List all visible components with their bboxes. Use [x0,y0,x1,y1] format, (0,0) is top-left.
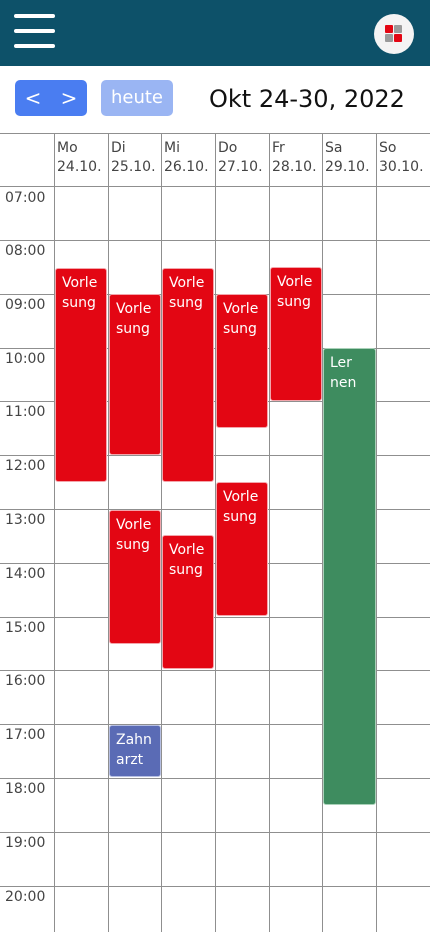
next-week-button[interactable]: > [60,86,78,110]
day-header[interactable]: Di 25.10. [111,139,156,177]
hour-label: 13:00 [5,512,46,528]
calendar-event[interactable]: Ler nen [323,348,376,805]
hour-label: 19:00 [5,835,46,851]
day-date: 30.10. [379,159,424,175]
day-name: Fr [272,140,285,156]
event-title-line: sung [223,321,257,337]
grid-line [215,133,216,932]
event-title-line: Vorle [223,301,259,317]
event-title-line: Vorle [62,275,98,291]
day-date: 25.10. [111,159,156,175]
event-title-line: Vorle [116,517,152,533]
menu-bar [14,14,55,18]
day-header[interactable]: Do 27.10. [218,139,263,177]
grid-line [54,133,55,932]
event-title-line: sung [116,537,150,553]
previous-week-button[interactable]: < [24,86,42,110]
calendar-event[interactable]: Vorle sung [162,268,214,482]
hour-label: 18:00 [5,781,46,797]
week-calendar-grid: Mo 24.10. Di 25.10. Mi 26.10. Do 27.10. … [0,133,430,932]
app-grid-square [385,34,393,42]
day-date: 26.10. [164,159,209,175]
calendar-event[interactable]: Vorle sung [216,482,268,616]
event-title-line: sung [169,295,203,311]
event-title-line: sung [62,295,96,311]
menu-bar [14,29,55,33]
day-date: 27.10. [218,159,263,175]
event-title-line: nen [330,375,357,391]
grid-line [108,133,109,932]
app-grid-square [394,34,402,42]
event-title-line: Vorle [116,301,152,317]
event-title-line: Vorle [223,489,259,505]
day-name: Sa [325,140,343,156]
hour-label: 10:00 [5,351,46,367]
day-header[interactable]: Sa 29.10. [325,139,370,177]
menu-bar [14,44,55,48]
day-name: Di [111,140,126,156]
day-header[interactable]: Mo 24.10. [57,139,102,177]
event-title-line: Ler [330,355,352,371]
calendar-event[interactable]: Vorle sung [162,535,214,669]
day-date: 29.10. [325,159,370,175]
app-grid-square [385,25,393,33]
grid-line [161,133,162,932]
hour-label: 11:00 [5,404,46,420]
day-header[interactable]: Mi 26.10. [164,139,209,177]
event-title-line: Vorle [169,542,205,558]
hour-label: 09:00 [5,297,46,313]
hamburger-menu-icon[interactable] [14,14,56,50]
week-range-title: Okt 24-30, 2022 [209,85,405,113]
hour-label: 07:00 [5,190,46,206]
hour-label: 12:00 [5,458,46,474]
hour-label: 08:00 [5,243,46,259]
calendar-event[interactable]: Zahn arzt [109,725,161,777]
hour-label: 20:00 [5,889,46,905]
event-title-line: Vorle [277,274,313,290]
calendar-event[interactable]: Vorle sung [55,268,107,482]
day-name: So [379,140,397,156]
calendar-event[interactable]: Vorle sung [109,294,161,455]
hour-label: 16:00 [5,673,46,689]
calendar-event[interactable]: Vorle sung [270,267,322,401]
event-title-line: Vorle [169,275,205,291]
hour-label: 14:00 [5,566,46,582]
event-title-line: arzt [116,752,144,768]
day-date: 24.10. [57,159,102,175]
day-name: Do [218,140,238,156]
event-title-line: sung [169,562,203,578]
grid-line [322,133,323,932]
day-name: Mo [57,140,78,156]
event-title-line: sung [116,321,150,337]
event-title-line: sung [277,294,311,310]
hour-label: 15:00 [5,620,46,636]
event-title-line: sung [223,509,257,525]
calendar-event[interactable]: Vorle sung [216,294,268,428]
app-grid-square [394,25,402,33]
day-name: Mi [164,140,180,156]
grid-line [376,133,377,932]
event-title-line: Zahn [116,732,152,748]
today-button[interactable]: heute [101,80,173,116]
app-grid-icon[interactable] [374,14,414,54]
day-header[interactable]: So 30.10. [379,139,424,177]
week-navigation: < > [15,80,87,116]
day-header[interactable]: Fr 28.10. [272,139,317,177]
hour-label: 17:00 [5,727,46,743]
calendar-event[interactable]: Vorle sung [109,510,161,644]
grid-line [269,133,270,932]
day-date: 28.10. [272,159,317,175]
app-header [0,0,430,66]
